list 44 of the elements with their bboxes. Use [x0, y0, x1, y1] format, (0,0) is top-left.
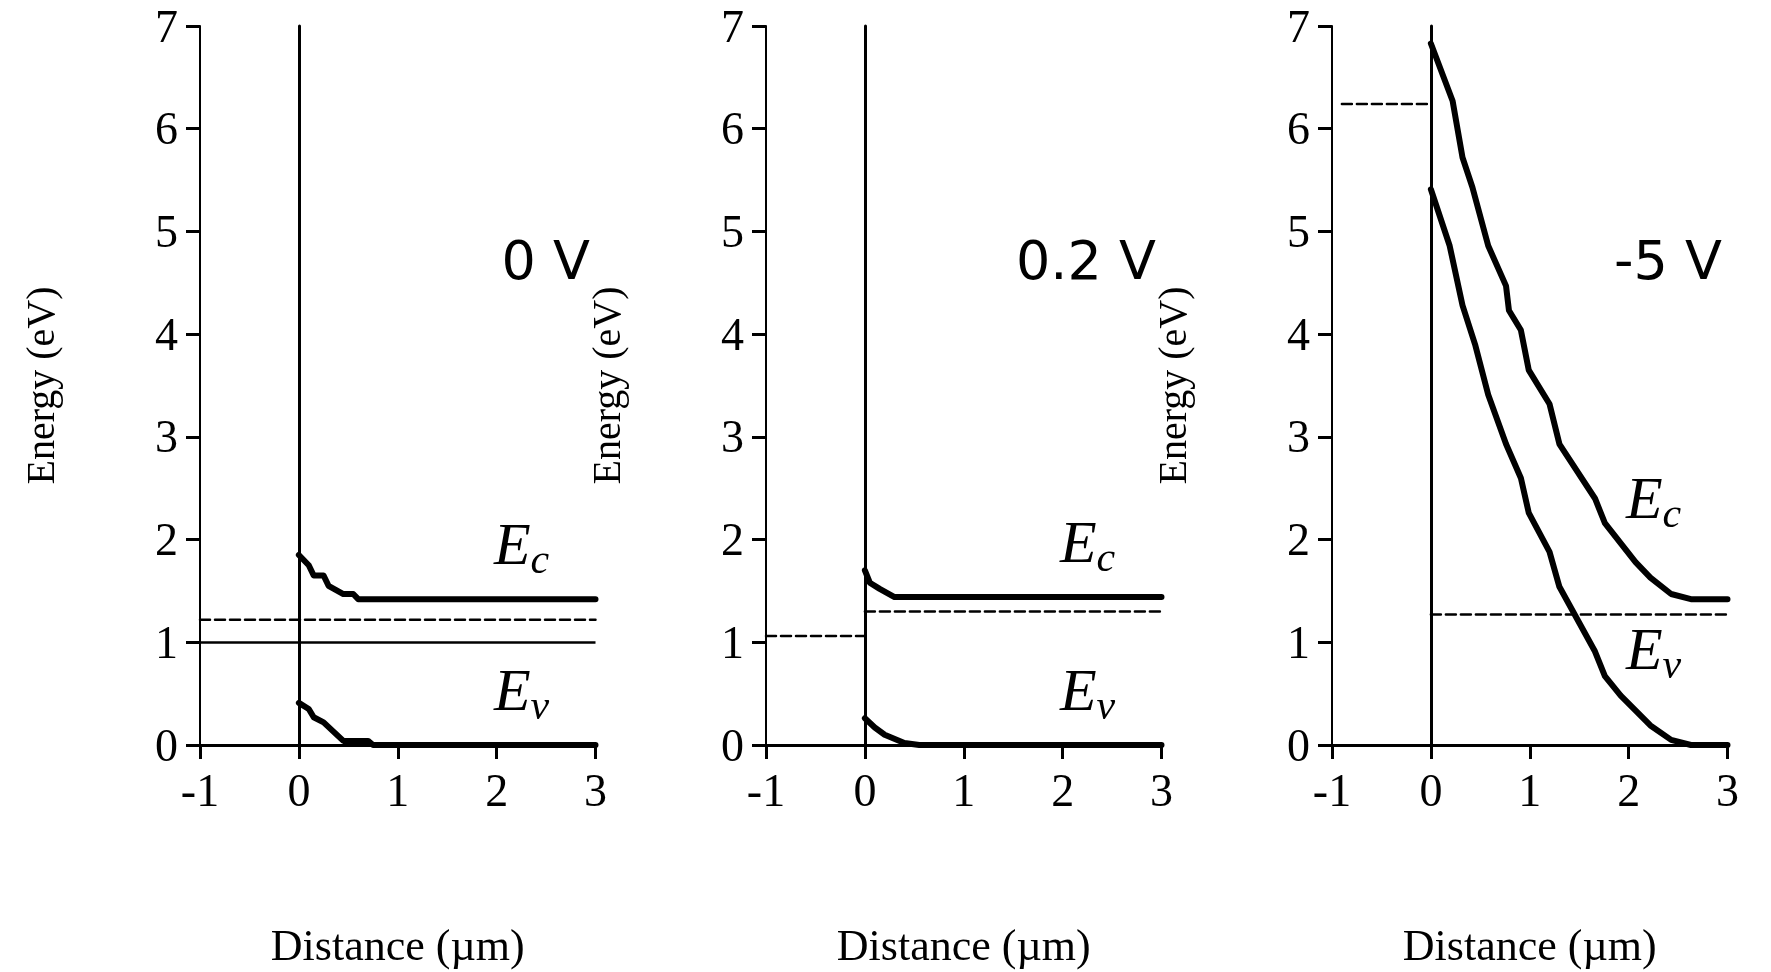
y-tick-label: 4: [155, 308, 178, 360]
x-tick-label: 2: [1051, 764, 1075, 816]
x-axis-title: Distance (µm): [1402, 920, 1657, 970]
y-tick-label: 1: [155, 616, 178, 668]
y-tick-label: 2: [1287, 514, 1310, 566]
annotation: -5 V: [1614, 228, 1723, 292]
y-tick-label: 0: [721, 719, 744, 771]
y-tick-label: 4: [721, 308, 744, 360]
y-tick-label: 7: [1287, 0, 1310, 52]
y-axis-title: Energy (eV): [17, 286, 63, 485]
x-tick-label: -1: [746, 764, 786, 816]
y-tick-label: 6: [155, 103, 178, 155]
x-tick-label: 1: [952, 764, 976, 816]
x-tick-label: 3: [1150, 764, 1173, 816]
y-tick-label: 2: [155, 514, 178, 566]
y-tick-label: 7: [155, 0, 178, 52]
y-tick-label: 5: [155, 205, 178, 257]
x-tick-label: -1: [1312, 764, 1352, 816]
y-tick-label: 7: [721, 0, 744, 52]
y-tick-label: 1: [721, 616, 744, 668]
x-tick-label: 2: [485, 764, 509, 816]
y-tick-label: 5: [721, 205, 744, 257]
y-tick-label: 3: [721, 411, 744, 463]
y-tick-label: 3: [155, 411, 178, 463]
x-axis-title: Distance (µm): [270, 920, 525, 970]
y-tick-label: 0: [155, 719, 178, 771]
y-tick-label: 1: [1287, 616, 1310, 668]
x-tick-label: 3: [584, 764, 607, 816]
y-tick-label: 4: [1287, 308, 1310, 360]
x-tick-label: 0: [853, 764, 877, 816]
y-tick-label: 5: [1287, 205, 1310, 257]
x-tick-label: 0: [287, 764, 311, 816]
x-tick-label: 2: [1617, 764, 1641, 816]
x-tick-label: 1: [386, 764, 410, 816]
x-axis-title: Distance (µm): [836, 920, 1091, 970]
y-tick-label: 6: [1287, 103, 1310, 155]
x-tick-label: 1: [1518, 764, 1542, 816]
y-tick-label: 0: [1287, 719, 1310, 771]
x-tick-label: 0: [1419, 764, 1443, 816]
y-tick-label: 6: [721, 103, 744, 155]
x-tick-label: 3: [1716, 764, 1739, 816]
y-tick-label: 3: [1287, 411, 1310, 463]
x-tick-label: -1: [180, 764, 220, 816]
y-tick-label: 2: [721, 514, 744, 566]
